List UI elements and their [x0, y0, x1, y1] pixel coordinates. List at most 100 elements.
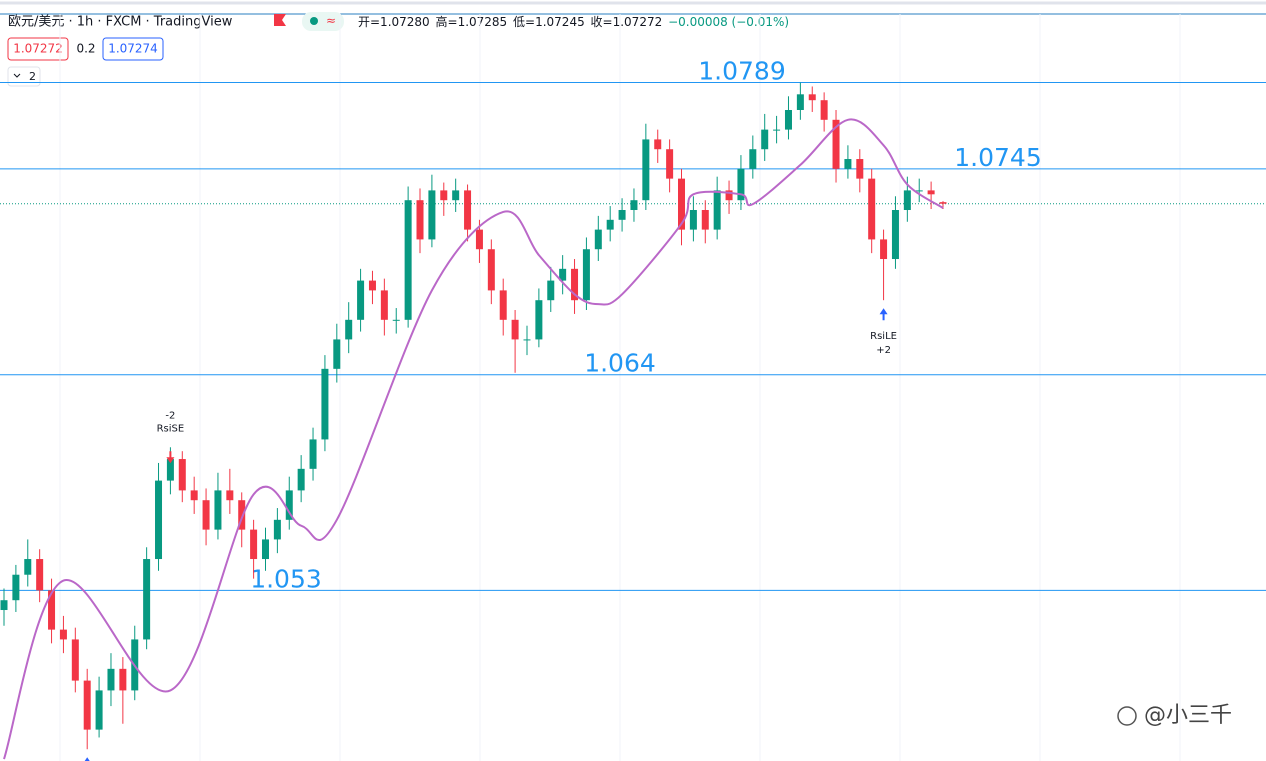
bid-box[interactable] — [7, 37, 69, 61]
watermark: @小三千 — [1117, 703, 1232, 728]
candle-body — [713, 190, 721, 230]
candle-body — [535, 300, 543, 340]
candle-body — [83, 680, 91, 730]
candle-body — [547, 280, 555, 301]
candle-body — [36, 559, 44, 591]
candle-body — [357, 280, 365, 320]
signal-name: RsiSE — [157, 423, 185, 434]
candle-body — [404, 200, 412, 320]
level-label: 1.0789 — [698, 57, 785, 86]
candle-body — [487, 249, 495, 291]
candle-body — [939, 202, 947, 204]
candle-body — [475, 229, 483, 250]
candle-body — [143, 559, 151, 640]
candle-body — [891, 210, 899, 260]
candle-body — [630, 200, 638, 211]
moving-average — [3, 118, 944, 760]
candle-body — [678, 178, 686, 230]
candle-body — [571, 268, 579, 301]
candle-body — [915, 190, 923, 192]
candle-body — [903, 190, 911, 211]
candle-body — [48, 590, 56, 630]
candle-body — [285, 490, 293, 520]
candle-body — [689, 210, 697, 230]
legend-low: 低=1.07245 — [513, 15, 585, 29]
candle-body — [238, 500, 246, 530]
legend-high: 高=1.07285 — [436, 14, 508, 29]
legend-ohlc: 开=1.07280 高=1.07285 低=1.07245 收=1.07272 … — [358, 14, 789, 29]
level-label: 1.064 — [584, 349, 656, 378]
status-dot — [310, 17, 318, 25]
candle-body — [666, 149, 674, 179]
candle-body — [594, 229, 602, 250]
candle-body — [452, 190, 460, 201]
symbol-title: 欧元/美元 · 1h · FXCM · TradingView — [8, 15, 233, 30]
candle-body — [701, 210, 709, 230]
spread: 0.2 — [76, 42, 95, 56]
bid-price: 1.07272 — [13, 42, 63, 56]
candle-body — [832, 119, 840, 169]
candle-body — [642, 139, 650, 201]
candle-body — [368, 280, 376, 291]
candle-body — [321, 368, 329, 440]
candle-body — [725, 190, 733, 201]
candle-body — [226, 490, 234, 501]
candle-body — [12, 574, 20, 601]
candle-body — [761, 129, 769, 150]
watermark-text: @小三千 — [1144, 703, 1232, 728]
candle-body — [654, 139, 662, 150]
candle-body — [273, 519, 281, 540]
candle-body — [24, 559, 32, 575]
candle-body — [392, 319, 400, 321]
collapse-count: 2 — [29, 70, 36, 83]
ask-box[interactable] — [102, 37, 164, 61]
candle-body — [796, 94, 804, 111]
signal-qty: -2 — [165, 410, 175, 421]
candle-body — [927, 190, 935, 195]
flag-icon — [274, 14, 286, 26]
legend-change: −0.00008 (−0.01%) — [668, 15, 789, 29]
candle-body — [737, 168, 745, 201]
level-label: 1.0745 — [954, 143, 1041, 172]
chevron — [13, 73, 21, 78]
candle-body — [202, 500, 210, 530]
candle-body — [380, 290, 388, 320]
candle-body — [880, 239, 888, 260]
signal-qty: +2 — [876, 345, 891, 356]
candle-body — [345, 319, 353, 340]
candle-body — [559, 268, 567, 281]
level-label: 1.053 — [250, 564, 322, 593]
watermark-logo — [1117, 706, 1137, 726]
candle-body — [0, 600, 8, 611]
candle-body — [95, 690, 103, 730]
legend-open: 开=1.07280 — [358, 15, 430, 29]
candle-body — [416, 200, 424, 240]
candle-body — [499, 290, 507, 320]
collapse-button[interactable] — [7, 66, 41, 87]
candle-body — [261, 539, 269, 560]
candle-body — [820, 100, 828, 120]
legend-close: 收=1.07272 — [591, 15, 663, 29]
candle-body — [523, 339, 531, 341]
status-icon: ≈ — [326, 14, 336, 28]
candle-body — [582, 249, 590, 301]
candle-body — [464, 190, 472, 230]
candle-body — [309, 439, 317, 469]
candle-body — [440, 190, 448, 201]
candle-body — [214, 490, 222, 530]
candle-body — [606, 219, 614, 230]
candle-body — [59, 629, 67, 640]
candle-body — [784, 110, 792, 130]
candle-body — [166, 459, 174, 481]
signal-name: RsiLE — [870, 331, 897, 342]
candle-body — [749, 149, 757, 169]
candle-body — [618, 210, 626, 220]
candle-body — [119, 668, 127, 691]
status-pill — [302, 12, 344, 31]
candle-body — [155, 480, 163, 560]
ask-price: 1.07274 — [108, 42, 158, 56]
candle-body — [178, 459, 186, 491]
candle-body — [297, 468, 305, 491]
